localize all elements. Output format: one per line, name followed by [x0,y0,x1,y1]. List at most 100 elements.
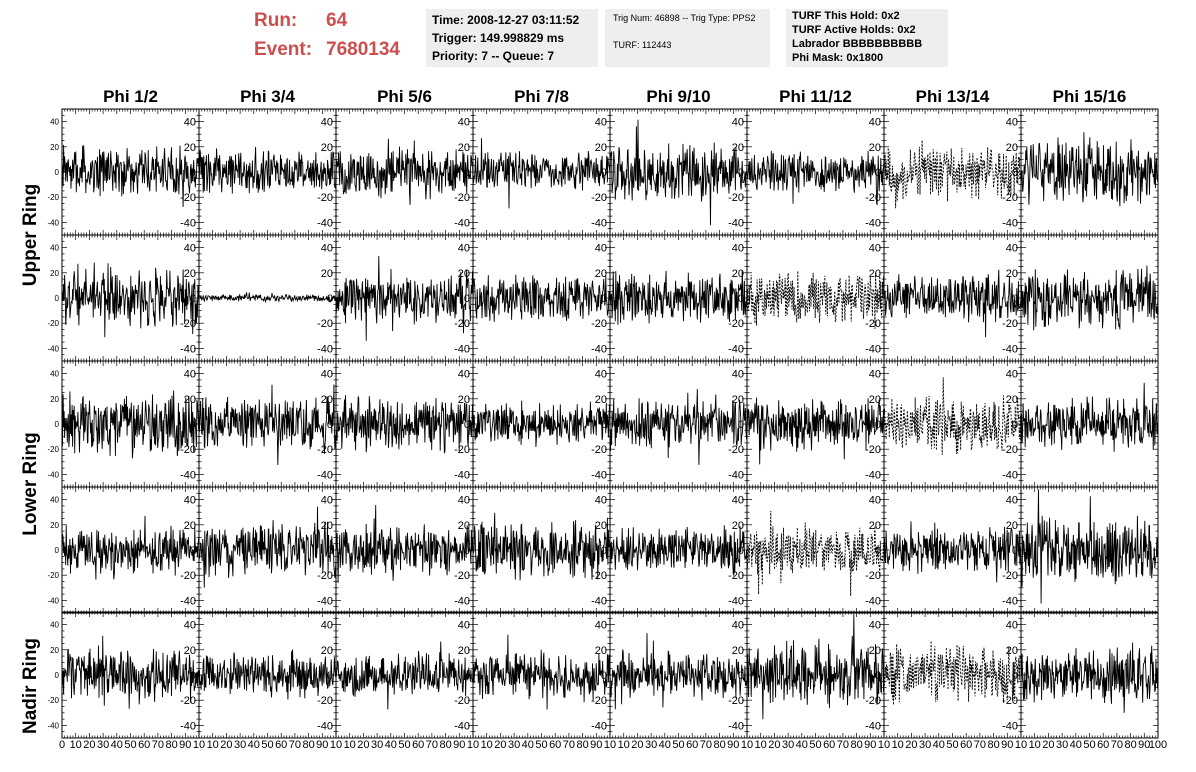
waveform-trace [1020,382,1159,452]
panel-ticks [335,108,474,236]
y-tick-label: -20 [180,570,196,582]
y-tick-label: 0 [464,545,470,557]
y-tick-label: 0 [464,167,470,179]
panel-frame [883,611,1022,739]
y-tick-label: -40 [865,469,881,481]
y-tick-label: 0 [327,293,333,305]
waveform-trace [198,384,337,466]
y-tick-label: -20 [865,318,881,330]
y-tick-label: 0 [190,545,196,557]
y-tick-label: 0 [55,546,60,555]
y-tick-label: -40 [454,343,470,355]
column-header-phi-7-8: Phi 7/8 [514,87,569,106]
y-tick-label: 0 [738,293,744,305]
waveform-trace [609,119,748,226]
y-tick-label: -20 [180,444,196,456]
time-line: Time: 2008-12-27 03:11:52 [432,13,580,27]
y-tick-label: -20 [180,192,196,204]
y-tick-label: 20 [869,268,881,280]
y-tick-label: -20 [317,570,333,582]
column-header-phi-1-2: Phi 1/2 [103,87,158,106]
y-tick-label: 0 [190,293,196,305]
y-tick-label: -20 [865,570,881,582]
y-tick-label: -40 [317,343,333,355]
waveform-trace [198,506,337,588]
y-tick-label: -40 [728,343,744,355]
column-header-phi-15-16: Phi 15/16 [1052,87,1127,106]
column-header-phi-13-14: Phi 13/14 [915,87,990,106]
column-header-phi-11-12: Phi 11/12 [779,87,852,106]
y-tick-label: 20 [595,142,607,154]
y-tick-label: 40 [869,243,881,255]
y-tick-label: -40 [47,596,59,605]
y-tick-label: -20 [1002,570,1018,582]
y-tick-label: -20 [1002,444,1018,456]
y-tick-label: 0 [464,419,470,431]
y-tick-label: 40 [732,369,744,381]
y-tick-label: 40 [869,495,881,507]
y-tick-label: 40 [50,496,59,505]
y-tick-label: 40 [50,118,59,127]
panel-ticks [883,360,1022,488]
panel-ticks [61,234,200,362]
waveform-trace [335,255,474,341]
turf-line: TURF: 112443 [613,40,672,50]
y-tick-label: -40 [317,595,333,607]
y-tick-label: 0 [1012,167,1018,179]
y-tick-label: -40 [591,343,607,355]
y-tick-label: 0 [601,419,607,431]
y-tick-label: -20 [728,444,744,456]
y-tick-label: 0 [464,293,470,305]
y-tick-label: 0 [875,293,881,305]
y-tick-label: 0 [1012,419,1018,431]
y-tick-label: -20 [454,192,470,204]
waveform-trace [1020,265,1159,331]
y-tick-label: 40 [1006,369,1018,381]
y-tick-label: 20 [458,520,470,532]
y-tick-label: -20 [47,571,59,580]
waveform-trace [198,146,337,194]
y-tick-label: -40 [865,343,881,355]
event-value: 7680134 [326,39,400,60]
y-tick-label: -20 [728,192,744,204]
y-tick-label: -40 [47,344,59,353]
y-tick-label: 20 [321,394,333,406]
waveform-trace [883,377,1022,455]
y-tick-label: 40 [732,243,744,255]
y-tick-label: 0 [875,419,881,431]
y-tick-label: -20 [865,444,881,456]
y-tick-label: -20 [454,570,470,582]
event-label: Event: [254,39,313,60]
y-tick-label: -20 [47,445,59,454]
waveform-trace [472,138,611,209]
y-tick-label: 40 [1006,495,1018,507]
y-tick-label: 40 [595,369,607,381]
waveform-trace [198,292,337,303]
panel-ticks [1020,234,1159,362]
y-tick-label: 40 [458,243,470,255]
y-tick-label: 40 [595,117,607,129]
y-tick-label: 20 [184,394,196,406]
y-tick-label: 0 [875,167,881,179]
y-tick-label: 40 [458,369,470,381]
y-tick-label: 20 [1006,394,1018,406]
y-tick-label: -40 [591,469,607,481]
trigger-line: Trigger: 149.998829 ms [432,31,565,45]
y-tick-label: 20 [458,142,470,154]
waveform-trace [609,388,748,465]
y-tick-label: -20 [591,444,607,456]
panel-ticks [472,234,611,362]
y-tick-label: 0 [327,419,333,431]
y-tick-label: 20 [1006,142,1018,154]
y-tick-label: -20 [1002,318,1018,330]
y-tick-label: 20 [1006,268,1018,280]
y-tick-label: 0 [875,545,881,557]
y-tick-label: 40 [184,117,196,129]
y-tick-label: -20 [180,318,196,330]
y-tick-label: -40 [728,469,744,481]
waveform-trace [609,270,748,325]
y-tick-label: -40 [1002,343,1018,355]
y-tick-label: 0 [55,420,60,429]
turf-hold-line: TURF This Hold: 0x2 [792,10,900,22]
